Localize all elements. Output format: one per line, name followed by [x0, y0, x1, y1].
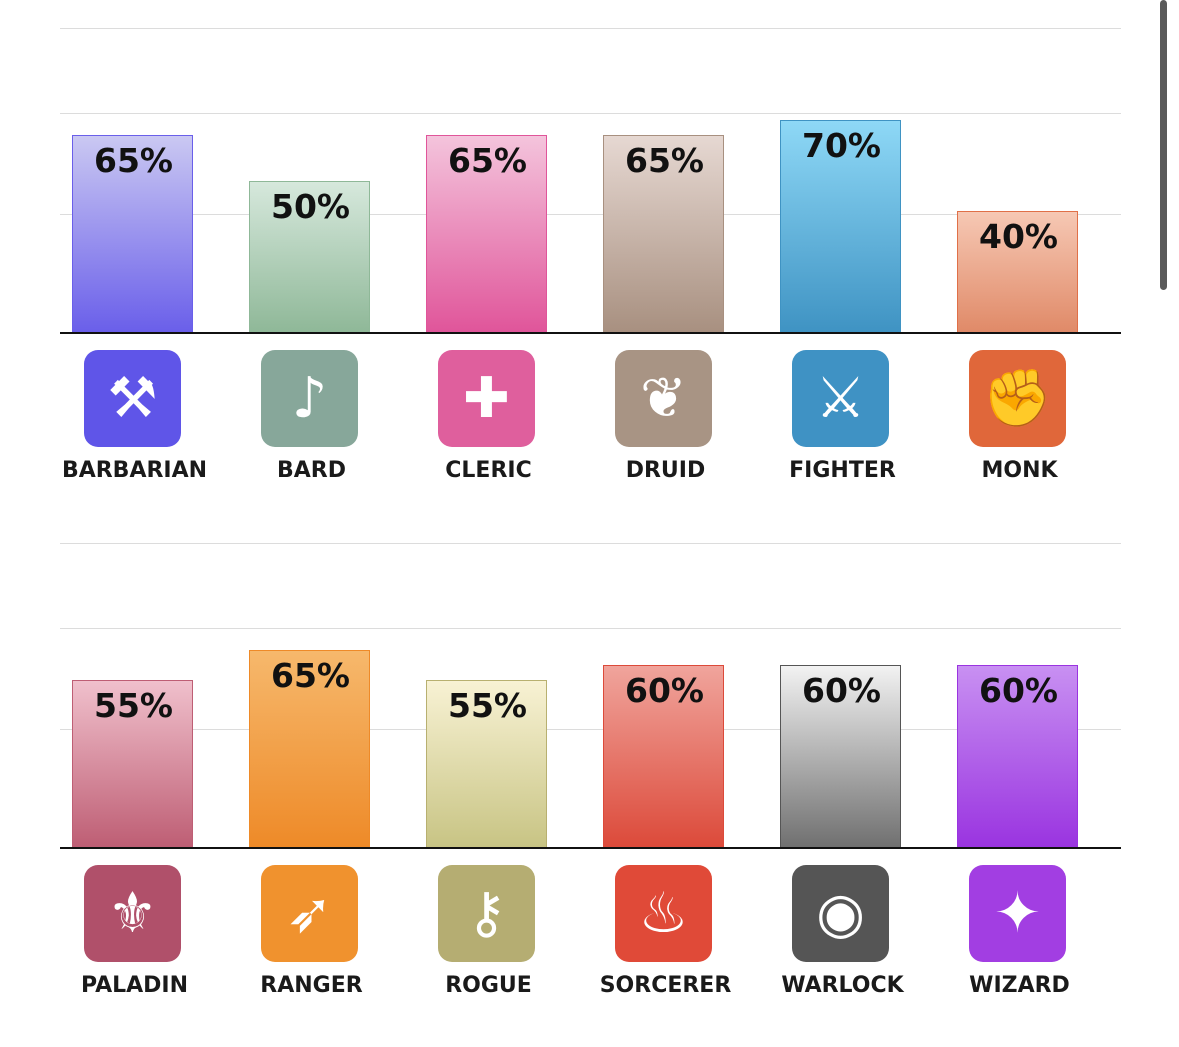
- dagger-key-icon: ⚷: [438, 865, 535, 962]
- gridline: [60, 28, 1121, 29]
- category-label: CLERIC: [445, 458, 532, 483]
- bar-ranger: [249, 649, 370, 848]
- value-label: 60%: [979, 671, 1058, 710]
- bar-barbarian: [72, 134, 193, 333]
- category-label: BARD: [277, 458, 346, 483]
- gridline: [60, 214, 1121, 215]
- category-label: RANGER: [260, 973, 363, 998]
- category-label: PALADIN: [80, 973, 189, 998]
- fist-icon: ✊: [969, 350, 1066, 447]
- value-label: 55%: [448, 686, 527, 726]
- value-label: 55%: [94, 686, 173, 726]
- category-label: BARBARIAN: [61, 458, 208, 483]
- scrollbar[interactable]: [1160, 0, 1167, 290]
- bar-sorcerer: [603, 665, 724, 848]
- value-label: 65%: [94, 140, 173, 180]
- bar-warlock: [780, 665, 901, 848]
- value-label: 60%: [625, 671, 704, 710]
- value-label: 60%: [802, 671, 881, 710]
- holy-symbol-icon: ✚: [438, 350, 535, 447]
- baseline: [60, 332, 1121, 334]
- bar-druid: [603, 134, 724, 333]
- bar-bard: [249, 180, 370, 333]
- value-label: 70%: [802, 125, 881, 165]
- bar-rogue: [426, 680, 547, 848]
- flame-icon: ♨: [615, 865, 712, 962]
- category-label: WARLOCK: [781, 973, 904, 998]
- category-label: ROGUE: [445, 973, 532, 998]
- class-chart-top: 65% ⚒ BARBARIAN 50% ♪ BARD 65% ✚ CLERIC 65% ❦ DRUID…: [0, 0, 1179, 520]
- baseline: [60, 847, 1121, 849]
- value-label: 40%: [979, 217, 1058, 256]
- category-label: SORCERER: [599, 973, 732, 998]
- category-label: WIZARD: [969, 973, 1070, 998]
- bar-wizard: [957, 665, 1078, 848]
- value-label: 65%: [448, 140, 527, 180]
- gridline: [60, 113, 1121, 114]
- gridline: [60, 729, 1121, 730]
- paw-icon: ❦: [615, 350, 712, 447]
- gridline: [60, 628, 1121, 629]
- bar-cleric: [426, 134, 547, 333]
- value-label: 65%: [625, 140, 704, 180]
- lyre-icon: ♪: [261, 350, 358, 447]
- eye-icon: ◉: [792, 865, 889, 962]
- bow-arrow-icon: ➶: [261, 865, 358, 962]
- bar-fighter: [780, 119, 901, 333]
- category-label: DRUID: [625, 458, 706, 483]
- bar-monk: [957, 211, 1078, 333]
- category-label: MONK: [981, 458, 1058, 483]
- value-label: 50%: [271, 186, 350, 226]
- crossed-swords-icon: ⚔: [792, 350, 889, 447]
- helmet-icon: ⚜: [84, 865, 181, 962]
- class-chart-bottom: 55% ⚜ PALADIN 65% ➶ RANGER 55% ⚷ ROGUE 60% ♨ SORCER…: [0, 515, 1179, 1035]
- category-label: FIGHTER: [789, 458, 896, 483]
- spellbook-icon: ✦: [969, 865, 1066, 962]
- gridline: [60, 543, 1121, 544]
- value-label: 65%: [271, 655, 350, 695]
- battle-axe-icon: ⚒: [84, 350, 181, 447]
